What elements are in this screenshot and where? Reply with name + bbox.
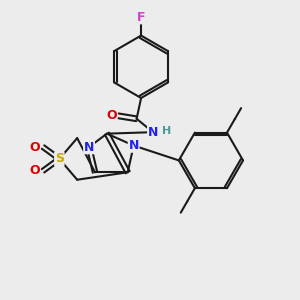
Text: O: O (29, 140, 40, 154)
Text: N: N (128, 139, 139, 152)
Text: O: O (106, 109, 117, 122)
Text: O: O (29, 164, 40, 177)
Text: H: H (162, 126, 171, 136)
Text: F: F (137, 11, 145, 24)
Text: N: N (148, 126, 158, 139)
Text: N: N (84, 140, 94, 154)
Text: S: S (55, 152, 64, 165)
